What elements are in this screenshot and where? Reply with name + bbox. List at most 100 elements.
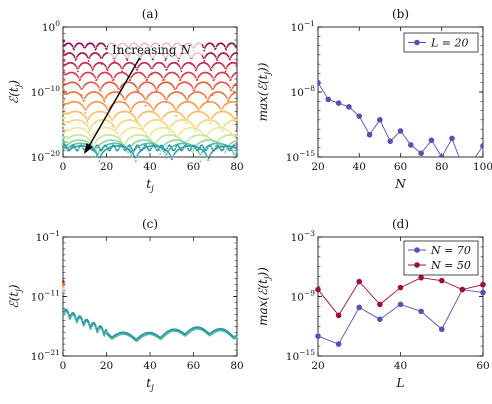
data-point-a — [119, 137, 122, 139]
data-point-a — [163, 76, 166, 79]
data-point-a — [76, 70, 79, 73]
data-point-a — [120, 144, 123, 147]
data-point-a — [197, 148, 200, 151]
data-point-a — [86, 125, 89, 128]
data-point-a — [105, 68, 108, 70]
data-point-a — [145, 98, 148, 101]
legend-box-d — [403, 240, 479, 276]
data-point-a — [159, 117, 162, 120]
data-point-a — [102, 97, 104, 99]
x-tick-label-a: 80 — [230, 161, 243, 173]
data-point-a — [203, 60, 206, 62]
data-point-b — [377, 117, 383, 123]
data-point-a — [224, 70, 227, 73]
data-point-a — [210, 117, 213, 120]
data-point-a — [184, 96, 187, 99]
data-point-a — [138, 146, 141, 149]
data-point-a — [213, 149, 216, 152]
data-point-a — [142, 146, 145, 149]
data-point-a — [115, 128, 118, 131]
data-point-a — [166, 68, 168, 71]
data-point-a — [135, 156, 138, 159]
data-point-a — [72, 144, 75, 147]
data-point-a — [86, 55, 88, 58]
data-point-b — [325, 96, 332, 103]
data-point-a — [100, 87, 103, 89]
data-point-a — [94, 48, 97, 51]
y-tick-label-a: 10−20 — [31, 149, 60, 164]
data-point-a — [210, 147, 213, 150]
data-point-a — [227, 55, 230, 58]
data-point-a — [179, 65, 181, 68]
data-point-a — [193, 65, 196, 68]
data-point-a — [62, 142, 65, 146]
data-point-a — [162, 146, 165, 149]
data-point-a — [208, 155, 211, 157]
annotation-text: Increasing N — [112, 43, 191, 57]
data-point-a — [69, 147, 72, 150]
arrow-head — [84, 143, 93, 154]
data-point-a — [146, 147, 149, 150]
data-point-a — [191, 152, 194, 155]
data-point-a — [228, 85, 231, 88]
data-point-a — [191, 85, 193, 88]
y-axis-label-d: max(ℰ(tj)) — [256, 267, 273, 326]
data-point-a — [218, 106, 221, 109]
data-point-a — [175, 108, 178, 111]
data-point-a — [153, 85, 156, 88]
data-point-a — [168, 131, 171, 134]
data-point-c — [93, 323, 97, 326]
data-point-a — [117, 87, 120, 90]
data-point-a — [192, 125, 195, 127]
data-point-a — [77, 67, 80, 69]
data-point-a — [173, 88, 176, 91]
data-point-a — [75, 65, 78, 68]
data-point-a — [193, 144, 196, 147]
data-point-a — [177, 134, 180, 137]
data-point-a — [124, 98, 127, 100]
data-point-a — [205, 97, 208, 100]
data-point-a — [113, 60, 116, 62]
data-point-a — [215, 145, 218, 148]
x-tick-label-c: 0 — [60, 360, 67, 372]
data-point-a — [137, 66, 139, 69]
data-point-a — [89, 136, 92, 139]
data-point-a — [108, 149, 111, 152]
data-point-a — [105, 145, 108, 148]
data-point-a — [210, 86, 213, 89]
data-point-a — [179, 67, 182, 70]
data-point-a — [130, 76, 133, 79]
data-point-a — [134, 145, 137, 148]
data-point-a — [234, 45, 237, 47]
data-point-a — [81, 88, 84, 90]
panel-label-d: (d) — [392, 217, 409, 231]
data-point-a — [194, 146, 197, 149]
data-point-a — [185, 145, 188, 148]
data-point-a — [109, 147, 112, 150]
data-point-d — [315, 333, 321, 339]
data-point-a — [132, 149, 135, 152]
data-point-a — [112, 78, 115, 81]
data-point-a — [153, 107, 156, 110]
data-point-a — [94, 156, 97, 159]
data-point-a — [210, 66, 213, 69]
data-point-b — [335, 100, 342, 106]
x-tick-label-b: 60 — [394, 161, 407, 173]
data-point-a — [180, 76, 183, 79]
data-point-a — [236, 63, 238, 66]
data-point-a — [207, 116, 210, 119]
data-point-a — [103, 100, 106, 103]
data-point-a — [72, 47, 75, 50]
data-point-a — [233, 153, 235, 155]
data-point-a — [207, 97, 210, 100]
data-point-a — [207, 99, 209, 102]
data-point-a — [129, 78, 132, 81]
data-point-a — [81, 145, 84, 148]
data-point-a — [169, 145, 172, 148]
data-point-a — [236, 82, 238, 85]
data-point-a — [136, 88, 139, 91]
data-point-a — [62, 49, 65, 53]
data-point-a — [73, 55, 75, 57]
data-point-d — [315, 286, 321, 293]
